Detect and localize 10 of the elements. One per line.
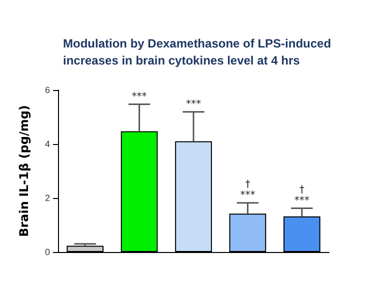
data-label: *** <box>186 98 201 110</box>
y-tick-label: 2 <box>44 193 50 203</box>
data-label: † *** <box>240 178 256 201</box>
data-label: † *** <box>294 184 310 206</box>
data-label: *** <box>132 91 147 102</box>
chart-title: Modulation by Dexamethasone of LPS-induced increases in brain cytokines level at 4 hrs <box>63 36 332 68</box>
y-tick-label: 4 <box>44 139 50 149</box>
y-axis-title: Brain IL-1β (pg/mg) <box>17 105 31 237</box>
y-tick-label: 0 <box>44 247 50 257</box>
y-tick-label: 6 <box>44 85 50 95</box>
